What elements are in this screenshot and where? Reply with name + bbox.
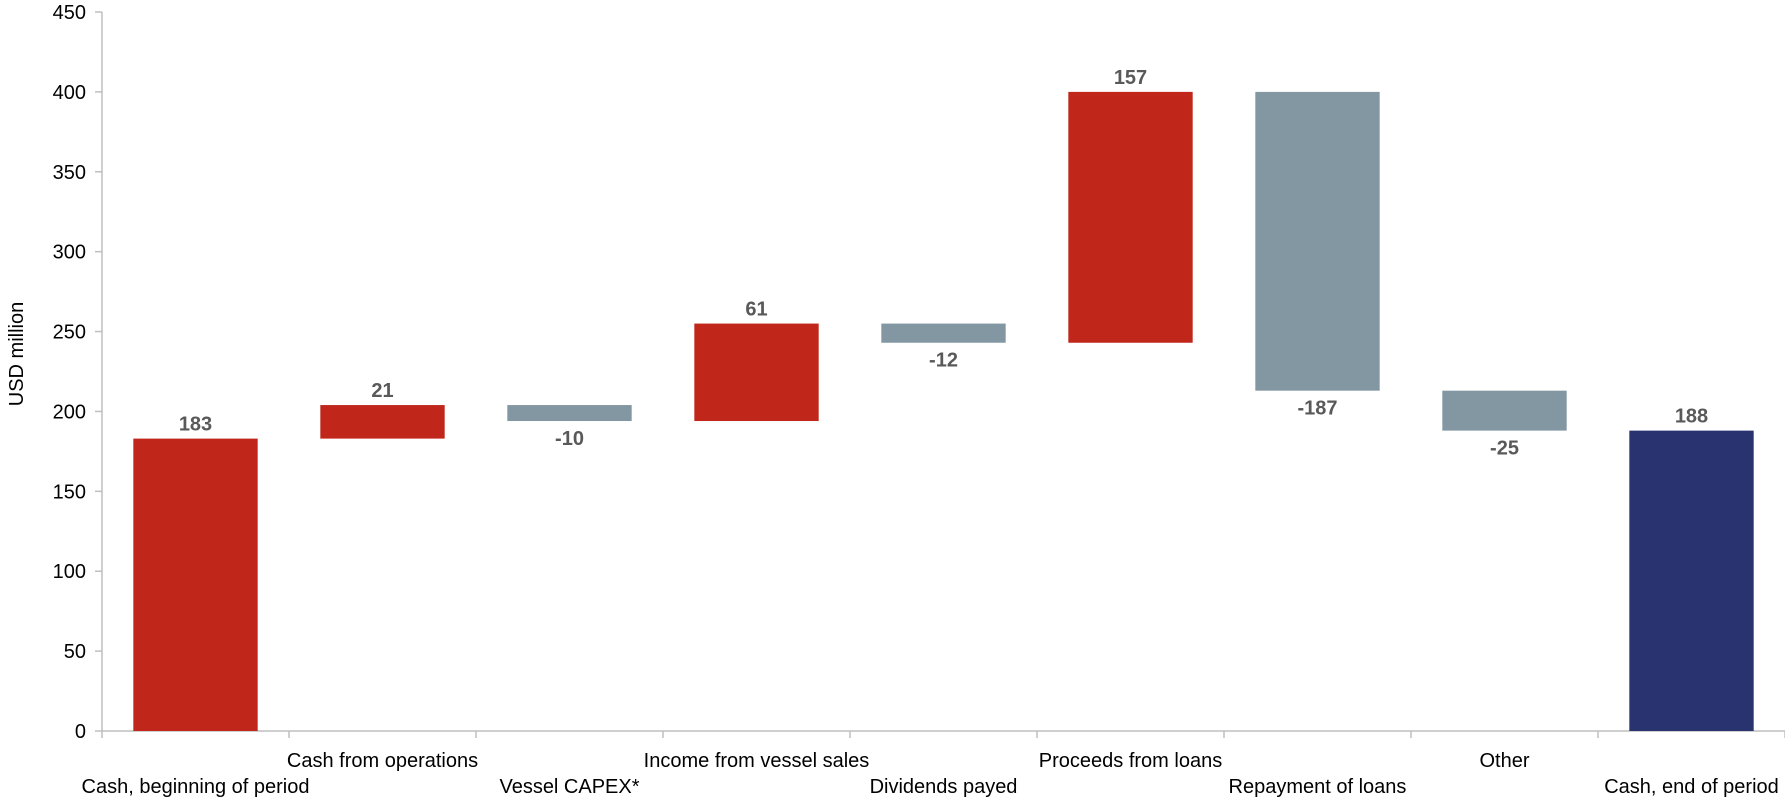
bar-1: [133, 438, 258, 731]
data-label-5: -12: [929, 350, 958, 372]
x-category-label: Cash from operations: [287, 750, 478, 772]
bar-8: [1442, 390, 1567, 431]
data-label-6: 157: [1114, 67, 1147, 89]
data-label-9: 188: [1675, 406, 1708, 428]
x-category-label: Cash, beginning of period: [82, 776, 310, 798]
x-category-label: Repayment of loans: [1229, 776, 1407, 798]
x-category-label: Vessel CAPEX*: [499, 776, 639, 798]
y-tick-label: 450: [53, 2, 86, 24]
bar-7: [1255, 91, 1380, 391]
bar-4: [694, 323, 819, 422]
y-axis: 0 50 100 150 200 250 300 350 400 450: [53, 2, 103, 743]
data-label-1: 183: [179, 414, 212, 436]
y-tick-label: 0: [75, 721, 86, 743]
y-axis-title: USD million: [6, 302, 28, 406]
x-category-label: Cash, end of period: [1604, 776, 1779, 798]
y-tick-label: 300: [53, 242, 86, 264]
y-tick-label: 100: [53, 561, 86, 583]
bar-9: [1629, 430, 1754, 731]
bar-5: [881, 323, 1006, 343]
x-category-label: Other: [1479, 750, 1529, 772]
bar-2: [320, 405, 445, 439]
x-category-label: Income from vessel sales: [644, 750, 870, 772]
category-labels: Cash, beginning of period Cash from opera…: [82, 750, 1779, 798]
data-label-4: 61: [745, 299, 767, 321]
value-labels: 183 21 -10 61 -12 157 -187 -25 188: [179, 67, 1708, 460]
bars: [133, 91, 1754, 731]
x-category-label: Dividends payed: [870, 776, 1018, 798]
y-tick-label: 350: [53, 162, 86, 184]
data-label-3: -10: [555, 428, 584, 450]
bar-6: [1068, 91, 1193, 343]
y-tick-label: 400: [53, 82, 86, 104]
x-category-label: Proceeds from loans: [1039, 750, 1222, 772]
y-tick-label: 250: [53, 322, 86, 344]
y-tick-label: 150: [53, 481, 86, 503]
data-label-8: -25: [1490, 438, 1519, 460]
data-label-7: -187: [1297, 398, 1337, 420]
x-axis: [101, 730, 1785, 738]
y-tick-label: 200: [53, 401, 86, 423]
bar-3: [507, 405, 632, 422]
y-tick-label: 50: [64, 641, 86, 663]
data-label-2: 21: [371, 380, 393, 402]
